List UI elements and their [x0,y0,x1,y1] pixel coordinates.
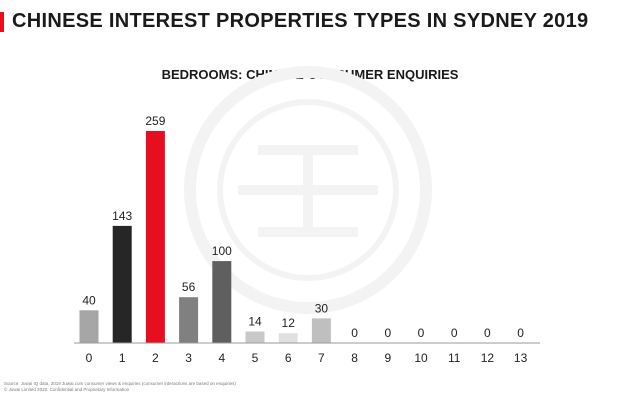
copyright-note: © Juwai Limited 2020. Confidential and P… [4,387,130,392]
data-label-10: 0 [418,326,425,340]
data-label-0: 40 [82,293,96,307]
x-tick-label-9: 9 [384,351,391,365]
x-tick-label-7: 7 [318,351,325,365]
x-tick-label-10: 10 [414,351,428,365]
bar-4 [212,261,232,343]
x-tick-label-4: 4 [218,351,225,365]
x-tick-label-3: 3 [185,351,192,365]
footer: Source: Juwai IQ data, 2019 Juwai.com co… [4,381,236,393]
data-label-2: 259 [145,114,165,128]
source-note: Source: Juwai IQ data, 2019 Juwai.com co… [4,381,236,386]
data-label-9: 0 [384,326,391,340]
data-label-6: 12 [282,316,296,330]
x-tick-label-13: 13 [514,351,528,365]
juwai-logo-watermark [184,66,432,314]
data-label-11: 0 [451,326,458,340]
x-tick-label-0: 0 [86,351,93,365]
bar-6 [278,333,298,343]
page-title: CHINESE INTEREST PROPERTIES TYPES IN SYD… [12,10,589,32]
x-tick-label-11: 11 [448,351,461,365]
title-accent-bar [0,12,4,32]
bar-0 [79,310,99,343]
bar-7 [311,318,331,343]
data-label-13: 0 [517,326,524,340]
data-label-7: 30 [315,301,329,315]
data-label-1: 143 [112,209,132,223]
data-label-8: 0 [351,326,358,340]
bar-2 [145,131,165,343]
data-label-4: 100 [212,244,232,258]
x-tick-label-6: 6 [285,351,292,365]
bar-1 [112,225,132,343]
data-label-12: 0 [484,326,491,340]
bar-5 [245,331,265,343]
x-tick-label-1: 1 [119,351,126,365]
x-tick-label-12: 12 [481,351,495,365]
x-tick-label-2: 2 [152,351,159,365]
x-tick-label-5: 5 [252,351,259,365]
data-label-5: 14 [248,315,262,329]
bar-3 [179,297,199,343]
data-label-3: 56 [182,280,196,294]
x-tick-label-8: 8 [351,351,358,365]
